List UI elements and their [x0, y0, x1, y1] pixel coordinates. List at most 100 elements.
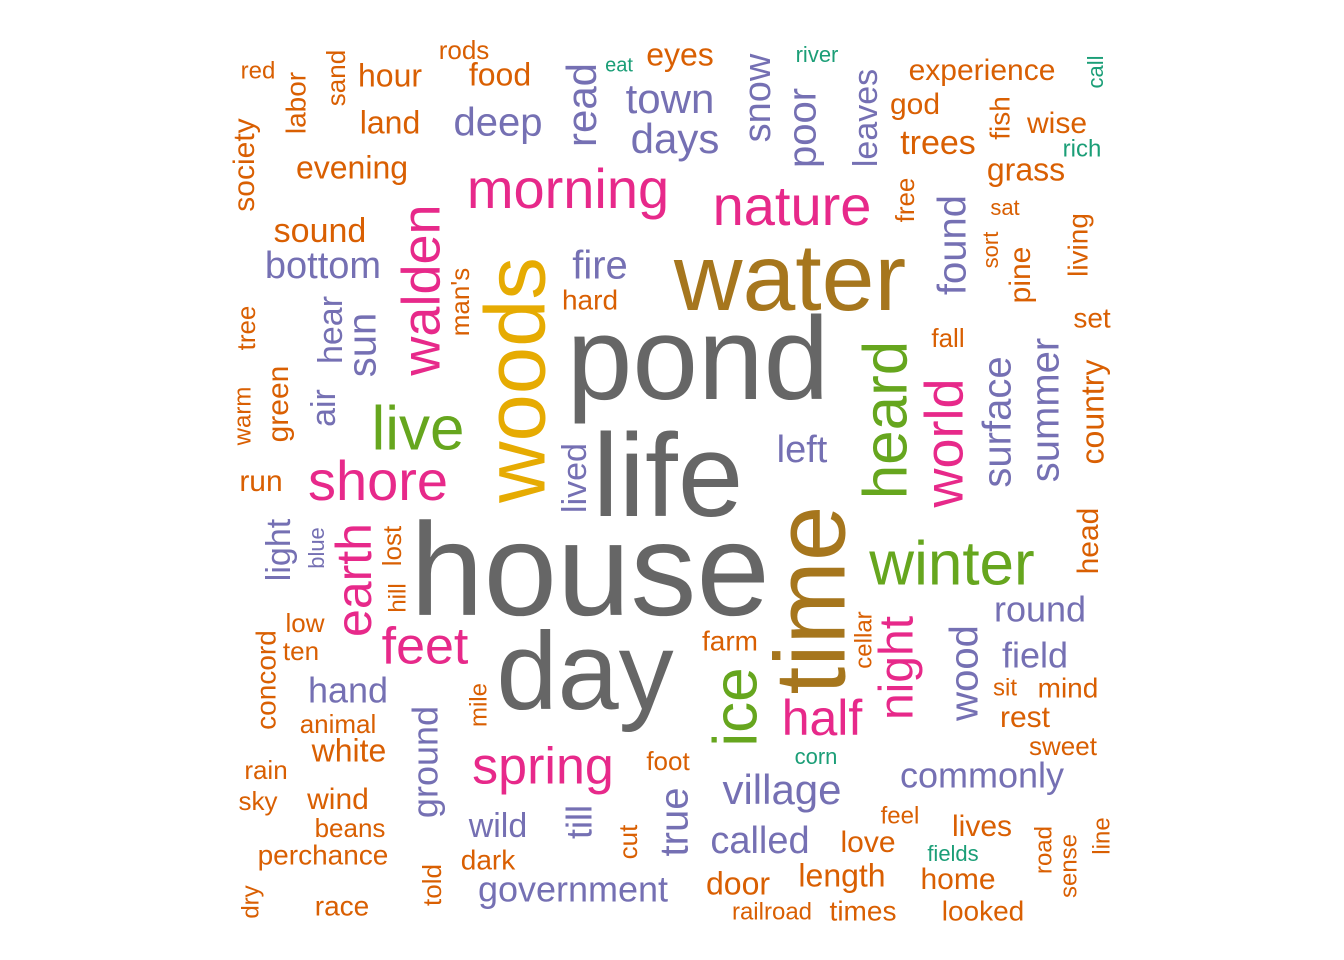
word-lost: lost: [377, 525, 407, 566]
word-mind: mind: [1038, 672, 1099, 703]
word-grass: grass: [987, 151, 1065, 187]
word-set: set: [1073, 302, 1111, 333]
word-mile: mile: [465, 683, 492, 727]
word-eat: eat: [605, 54, 633, 76]
word-surface: surface: [976, 356, 1020, 487]
word-concord: concord: [250, 630, 281, 730]
word-leaves: leaves: [847, 69, 885, 167]
word-hour: hour: [358, 57, 422, 93]
word-commonly: commonly: [900, 755, 1064, 796]
word-sand: sand: [321, 50, 351, 106]
word-door: door: [706, 865, 770, 901]
word-animal: animal: [300, 709, 377, 739]
word-rich: rich: [1063, 135, 1102, 162]
word-society: society: [228, 118, 261, 211]
word-light: light: [260, 518, 298, 581]
word-world: world: [914, 378, 974, 508]
word-round: round: [994, 589, 1086, 630]
word-village: village: [722, 766, 841, 813]
word-true: true: [653, 788, 697, 857]
word-corn: corn: [795, 744, 838, 769]
word-eyes: eyes: [646, 36, 714, 72]
word-call: call: [1083, 55, 1108, 88]
word-looked: looked: [942, 895, 1025, 926]
word-run: run: [239, 465, 282, 498]
word-cut: cut: [613, 824, 643, 859]
word-time: time: [754, 506, 866, 695]
word-race: race: [315, 890, 369, 921]
word-perchance: perchance: [258, 839, 389, 870]
word-hard: hard: [562, 284, 618, 315]
word-government: government: [478, 869, 668, 910]
word-pine: pine: [1004, 247, 1037, 304]
word-god: god: [890, 88, 940, 121]
word-ten: ten: [283, 636, 319, 666]
word-found: found: [931, 195, 975, 295]
word-line: line: [1088, 817, 1115, 854]
word-tree: tree: [231, 306, 261, 351]
word-sit: sit: [993, 674, 1017, 701]
word-warm: warm: [229, 387, 256, 447]
word-woods: woods: [468, 257, 563, 504]
word-fish: fish: [984, 96, 1015, 140]
word-pond: pond: [567, 293, 830, 425]
word-lived: lived: [556, 443, 594, 513]
word-cellar: cellar: [850, 611, 877, 668]
word-town: town: [626, 75, 715, 122]
word-life: life: [593, 410, 744, 542]
word-evening: evening: [296, 149, 408, 185]
word-head: head: [1072, 508, 1105, 575]
word-rain: rain: [244, 755, 287, 785]
word-farm: farm: [702, 625, 758, 656]
word-called: called: [710, 820, 809, 862]
word-red: red: [241, 57, 276, 84]
word-earth: earth: [326, 523, 382, 637]
word-foot: foot: [646, 746, 690, 776]
word-nature: nature: [713, 174, 872, 237]
word-water: water: [673, 225, 906, 331]
word-fields: fields: [927, 841, 978, 866]
word-winter: winter: [868, 529, 1034, 598]
word-bottom: bottom: [265, 245, 381, 287]
word-hand: hand: [308, 670, 388, 711]
word-hill: hill: [384, 583, 411, 612]
word-man-s: man's: [445, 268, 475, 337]
word-night: night: [871, 616, 924, 720]
word-feet: feet: [382, 618, 469, 676]
word-sweet: sweet: [1029, 731, 1098, 761]
word-rest: rest: [1000, 701, 1051, 734]
word-ice: ice: [701, 667, 770, 746]
word-free: free: [890, 178, 920, 223]
word-morning: morning: [467, 157, 669, 220]
word-beans: beans: [315, 813, 386, 843]
word-day: day: [496, 610, 673, 733]
word-sound: sound: [274, 212, 367, 250]
word-air: air: [305, 389, 343, 427]
word-summer: summer: [1024, 338, 1068, 482]
word-poor: poor: [781, 88, 825, 168]
word-sort: sort: [978, 232, 1003, 269]
word-sky: sky: [239, 786, 278, 816]
word-living: living: [1062, 213, 1093, 277]
word-live: live: [371, 394, 464, 463]
word-ground: ground: [405, 706, 446, 818]
word-sense: sense: [1055, 834, 1082, 898]
word-food: food: [469, 56, 531, 92]
word-snow: snow: [737, 53, 779, 142]
word-country: country: [1074, 360, 1110, 465]
word-fall: fall: [931, 323, 964, 353]
word-wise: wise: [1026, 107, 1087, 140]
word-lives: lives: [952, 810, 1012, 843]
word-trees: trees: [900, 124, 976, 162]
word-wild: wild: [468, 807, 528, 845]
word-shore: shore: [308, 449, 448, 512]
word-house: house: [410, 496, 770, 643]
word-sat: sat: [990, 195, 1019, 220]
word-experience: experience: [909, 54, 1056, 87]
word-fire: fire: [572, 244, 628, 288]
word-deep: deep: [454, 101, 543, 145]
word-railroad: railroad: [732, 898, 812, 925]
word-river: river: [796, 42, 839, 67]
word-half: half: [782, 690, 863, 746]
